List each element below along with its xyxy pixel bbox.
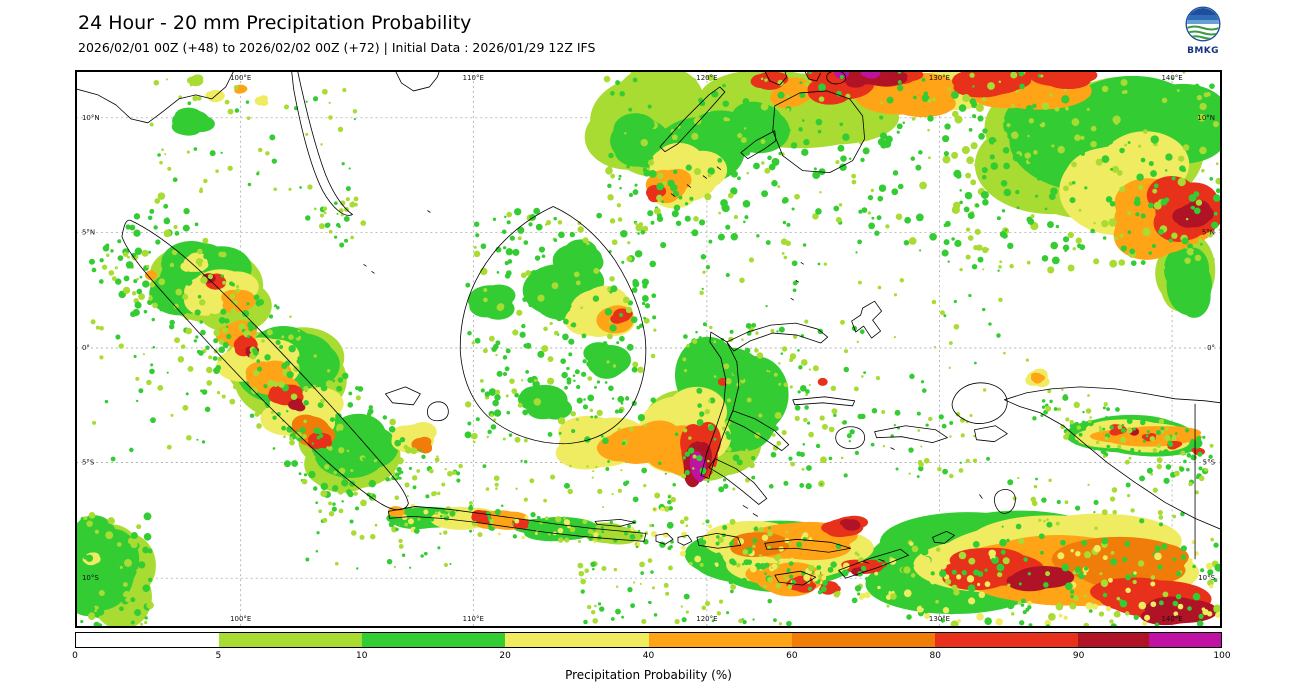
svg-text:10°N: 10°N [82,114,100,122]
svg-text:10°S: 10°S [82,574,99,582]
bmkg-logo: BMKG [1182,6,1224,56]
grid-labels: 100°E 100°E 110°E 110°E 120°E 120°E 130°E 130°E… [82,74,1216,623]
colorbar-segment [505,633,649,647]
bmkg-logo-icon [1185,6,1221,42]
colorbar-segment [934,633,1078,647]
page-subtitle: 2026/02/01 00Z (+48) to 2026/02/02 00Z (… [78,40,596,55]
bmkg-logo-text: BMKG [1187,46,1219,56]
colorbar-segment [1149,633,1221,647]
colorbar-tick-label: 10 [356,651,368,661]
svg-text:5°N: 5°N [1202,228,1215,236]
svg-text:120°E: 120°E [696,615,717,623]
svg-text:5°S: 5°S [1203,459,1216,467]
colorbar-segment [791,633,935,647]
svg-text:0°: 0° [82,344,90,352]
colorbar-axis-label: Precipitation Probability (%) [565,668,732,682]
colorbar-tick-label: 80 [929,651,941,661]
colorbar-tick-label: 40 [642,651,655,661]
svg-text:10°S: 10°S [1198,574,1215,582]
colorbar-segment [76,633,220,647]
svg-text:140°E: 140°E [1161,74,1182,82]
svg-text:10°N: 10°N [1197,114,1215,122]
svg-text:100°E: 100°E [230,74,251,82]
colorbar-tick-label: 100 [1213,651,1231,661]
svg-text:100°E: 100°E [230,615,251,623]
colorbar-segment [1077,633,1150,647]
colorbar [75,632,1222,648]
svg-text:120°E: 120°E [696,74,717,82]
page-title: 24 Hour - 20 mm Precipitation Probabilit… [78,12,472,34]
colorbar-segment [219,633,363,647]
svg-text:0°: 0° [1207,344,1215,352]
svg-text:130°E: 130°E [929,74,950,82]
colorbar-tick-label: 60 [786,651,798,661]
svg-text:110°E: 110°E [463,74,484,82]
map-canvas: 100°E 100°E 110°E 110°E 120°E 120°E 130°E 130°E… [75,70,1222,628]
colorbar-tick-label: 0 [72,651,78,661]
map-frame [76,71,1221,627]
colorbar-segment [648,633,792,647]
colorbar-tick-label: 5 [215,651,222,661]
coastlines [76,71,1221,586]
svg-text:140°E: 140°E [1161,615,1182,623]
colorbar-tick-label: 20 [499,651,511,661]
colorbar-segment [362,633,506,647]
svg-text:110°E: 110°E [463,615,484,623]
colorbar-tick-label: 90 [1072,651,1085,661]
map-svg: 100°E 100°E 110°E 110°E 120°E 120°E 130°E 130°E… [76,71,1221,627]
svg-text:5°S: 5°S [82,459,95,467]
svg-text:130°E: 130°E [929,615,950,623]
precip-speckle-field [76,71,1221,627]
svg-text:5°N: 5°N [82,228,95,236]
colorbar-ticks: 0 5 10 20 40 60 80 90 100 [72,651,1230,663]
